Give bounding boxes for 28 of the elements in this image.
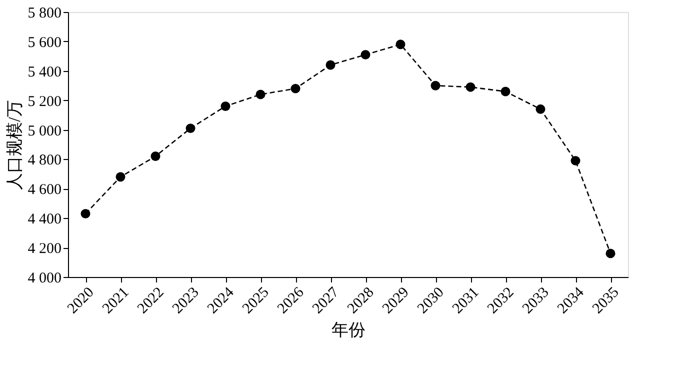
point bbox=[326, 60, 336, 70]
point bbox=[186, 124, 196, 134]
y-tick-label: 5 400 bbox=[28, 64, 62, 80]
point bbox=[466, 82, 476, 92]
point bbox=[256, 90, 266, 100]
point bbox=[116, 172, 126, 182]
point bbox=[396, 40, 406, 50]
x-axis-title: 年份 bbox=[332, 320, 366, 340]
y-tick-label: 5 200 bbox=[28, 94, 62, 110]
y-axis-title: 人口规模/万 bbox=[4, 100, 24, 190]
point bbox=[80, 208, 90, 218]
y-tick-label: 5 800 bbox=[28, 6, 62, 22]
y-tick-label: 5 600 bbox=[28, 34, 62, 51]
y-tick-label: 4 400 bbox=[28, 212, 62, 228]
y-tick-label: 4 800 bbox=[28, 152, 62, 169]
y-tick-label: 4 000 bbox=[28, 270, 62, 286]
y-tick-label: 5 000 bbox=[28, 123, 62, 140]
point bbox=[606, 248, 616, 258]
y-tick-label: 4 200 bbox=[28, 241, 62, 258]
point bbox=[430, 80, 440, 90]
point bbox=[500, 86, 510, 96]
point bbox=[360, 50, 370, 60]
point bbox=[220, 101, 230, 111]
y-tick-label: 4 600 bbox=[28, 182, 62, 198]
point bbox=[150, 152, 160, 162]
point bbox=[536, 104, 546, 114]
point bbox=[290, 84, 300, 94]
point bbox=[570, 156, 580, 166]
